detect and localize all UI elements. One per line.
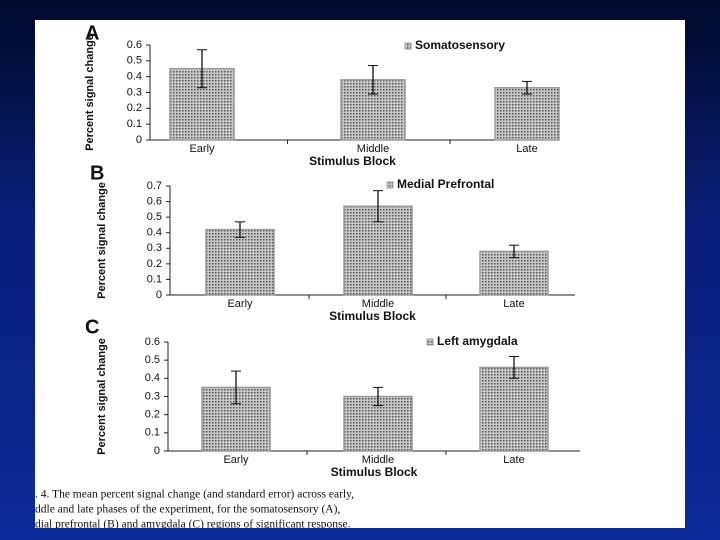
legend-label: Somatosensory bbox=[415, 38, 505, 52]
panel-letter: B bbox=[90, 162, 104, 184]
x-tick-label: Late bbox=[503, 454, 524, 466]
x-tick-label: Middle bbox=[362, 454, 394, 466]
y-tick-label: 0.2 bbox=[127, 102, 142, 114]
x-tick-label: Late bbox=[516, 143, 537, 155]
x-tick-label: Early bbox=[227, 298, 253, 310]
y-tick-label: 0.1 bbox=[145, 427, 160, 439]
x-tick-label: Middle bbox=[357, 143, 389, 155]
slide-content: . 4. The mean percent signal change (and… bbox=[35, 20, 685, 528]
x-axis-title: Stimulus Block bbox=[309, 154, 396, 168]
y-tick-label: 0.4 bbox=[147, 227, 162, 239]
y-tick-label: 0 bbox=[156, 289, 162, 301]
y-tick-label: 0.5 bbox=[145, 354, 160, 366]
panel-letter: C bbox=[85, 316, 99, 338]
y-tick-label: 0.6 bbox=[147, 195, 162, 207]
y-tick-label: 0.2 bbox=[147, 258, 162, 270]
y-tick-label: 0 bbox=[154, 445, 160, 457]
bar bbox=[479, 366, 549, 452]
panel-letter: A bbox=[85, 22, 99, 44]
x-tick-label: Early bbox=[189, 143, 215, 155]
y-tick-label: 0 bbox=[136, 134, 142, 146]
caption-line: ddle and late phases of the experiment, … bbox=[35, 504, 340, 516]
legend-label: Left amygdala bbox=[437, 334, 518, 348]
legend-label: Medial Prefrontal bbox=[397, 177, 494, 191]
bar bbox=[205, 228, 275, 296]
bar bbox=[479, 250, 549, 296]
legend-swatch bbox=[426, 338, 434, 346]
y-tick-label: 0.1 bbox=[147, 273, 162, 285]
y-tick-label: 0.5 bbox=[147, 211, 162, 223]
y-tick-label: 0.3 bbox=[145, 390, 160, 402]
y-tick-label: 0.1 bbox=[127, 118, 142, 130]
y-tick-label: 0.2 bbox=[145, 409, 160, 421]
y-tick-label: 0.6 bbox=[145, 336, 160, 348]
y-tick-label: 0.7 bbox=[147, 180, 162, 192]
y-axis-title: Percent signal change bbox=[84, 34, 96, 151]
figure: . 4. The mean percent signal change (and… bbox=[35, 22, 580, 528]
y-tick-label: 0.3 bbox=[127, 86, 142, 98]
y-axis-title: Percent signal change bbox=[96, 338, 108, 455]
y-tick-label: 0.5 bbox=[127, 55, 142, 67]
y-axis-title: Percent signal change bbox=[96, 182, 108, 299]
x-tick-label: Middle bbox=[362, 298, 394, 310]
caption-line: . 4. The mean percent signal change (and… bbox=[35, 489, 354, 501]
x-tick-label: Late bbox=[503, 298, 524, 310]
x-tick-label: Early bbox=[223, 454, 249, 466]
y-tick-label: 0.4 bbox=[145, 372, 160, 384]
x-axis-title: Stimulus Block bbox=[331, 465, 418, 479]
y-tick-label: 0.3 bbox=[147, 242, 162, 254]
y-tick-label: 0.4 bbox=[127, 71, 142, 83]
legend-swatch bbox=[404, 42, 412, 50]
x-axis-title: Stimulus Block bbox=[329, 309, 416, 323]
bar bbox=[494, 87, 560, 141]
legend-swatch bbox=[386, 181, 394, 189]
caption-line: dial prefrontal (B) and amygdala (C) reg… bbox=[35, 519, 351, 528]
y-tick-label: 0.6 bbox=[127, 39, 142, 51]
